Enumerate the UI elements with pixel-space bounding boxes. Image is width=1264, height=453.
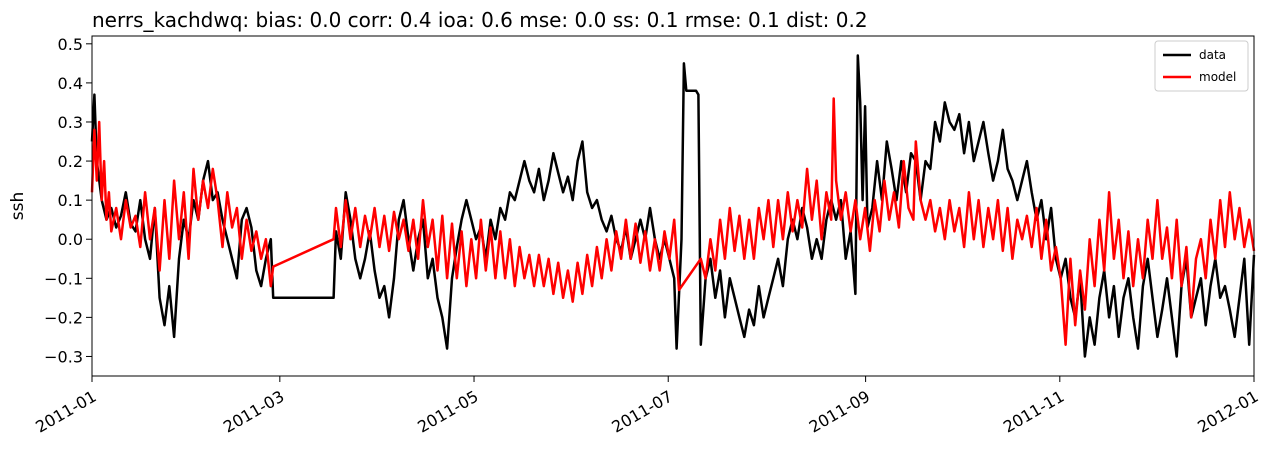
legend: data model xyxy=(1155,41,1248,91)
plot-area xyxy=(92,56,1254,357)
chart-title: nerrs_kachdwq: bias: 0.0 corr: 0.4 ioa: … xyxy=(92,8,868,32)
y-tick-label: 0.4 xyxy=(58,74,83,93)
y-tick-label: −0.2 xyxy=(44,308,83,327)
y-tick-label: 0.5 xyxy=(58,35,83,54)
x-tick-label: 2011-09 xyxy=(806,387,873,437)
legend-label-data: data xyxy=(1199,48,1226,62)
y-tick-label: 0.2 xyxy=(58,152,83,171)
series-line-model xyxy=(92,99,1254,345)
y-tick-label: 0.3 xyxy=(58,113,83,132)
x-tick-label: 2012-01 xyxy=(1194,387,1261,437)
x-tick-label: 2011-01 xyxy=(32,387,99,437)
series-line-data xyxy=(92,56,1254,357)
x-tick-label: 2011-11 xyxy=(1000,387,1067,437)
x-tick-label: 2011-05 xyxy=(414,387,481,437)
y-tick-label: −0.1 xyxy=(44,269,83,288)
x-tick-label: 2011-07 xyxy=(608,387,675,437)
y-tick-label: 0.0 xyxy=(58,230,83,249)
legend-label-model: model xyxy=(1199,70,1236,84)
y-axis-label: ssh xyxy=(8,192,28,221)
x-tick-label: 2011-03 xyxy=(220,387,287,437)
y-tick-label: 0.1 xyxy=(58,191,83,210)
y-tick-label: −0.3 xyxy=(44,347,83,366)
plot-frame xyxy=(92,36,1254,376)
